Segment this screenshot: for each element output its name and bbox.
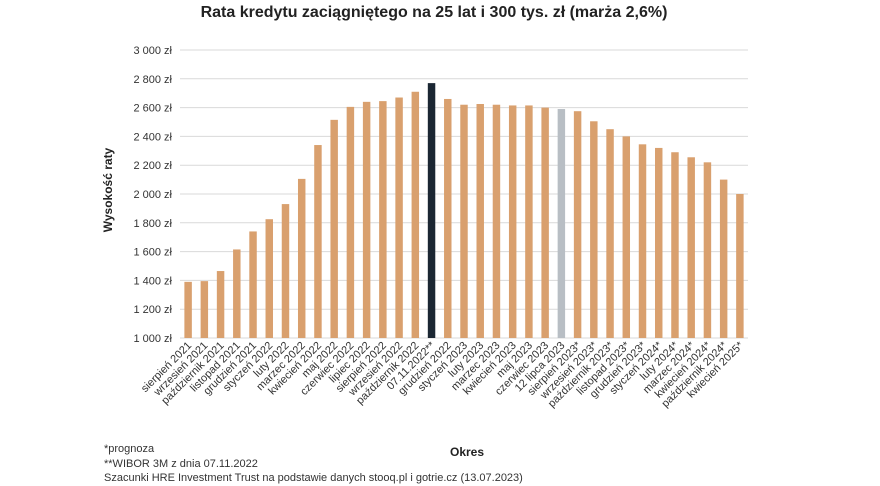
- bar: [671, 152, 679, 338]
- bar: [606, 129, 614, 338]
- y-tick-label: 2 000 zł: [133, 189, 172, 201]
- bar: [655, 147, 663, 338]
- bar: [687, 157, 695, 338]
- bar: [703, 162, 712, 338]
- y-tick-label: 1 000 zł: [133, 333, 172, 345]
- y-tick-label: 1 800 zł: [133, 218, 172, 230]
- bar: [314, 145, 322, 338]
- bar: [281, 204, 290, 338]
- bar: [460, 104, 468, 338]
- bar: [719, 179, 728, 338]
- y-tick-label: 2 600 zł: [133, 103, 172, 115]
- y-tick-label: 3 000 zł: [133, 45, 172, 57]
- bar: [541, 107, 549, 338]
- bar: [330, 119, 338, 338]
- bar: [573, 111, 582, 338]
- bar: [362, 101, 371, 338]
- bar: [622, 136, 631, 338]
- bar: [249, 231, 257, 338]
- y-axis-ticks: 1 000 zł 1 200 zł 1 400 zł 1 600 zł 1 800 zł…: [133, 45, 172, 345]
- y-tick-label: 1 200 zł: [133, 304, 172, 316]
- bar: [476, 104, 484, 338]
- y-tick-label: 1 600 zł: [133, 247, 172, 259]
- x-axis-label: Okres: [450, 445, 484, 459]
- bar: [216, 271, 225, 338]
- footnotes: *prognoza **WIBOR 3M z dnia 07.11.2022 S…: [104, 442, 523, 486]
- bar: [557, 109, 566, 338]
- bar: [508, 105, 517, 338]
- y-tick-label: 1 400 zł: [133, 275, 172, 287]
- bar: [736, 194, 744, 338]
- bar: [525, 105, 533, 338]
- bar: [444, 98, 452, 339]
- bars: [184, 83, 744, 339]
- bar: [297, 178, 306, 338]
- bar: [395, 97, 403, 339]
- footnote-wibor: **WIBOR 3M z dnia 07.11.2022: [104, 457, 258, 470]
- bar: [411, 91, 420, 338]
- bar: [184, 281, 192, 338]
- bar: [346, 106, 355, 338]
- footnote-forecast: *prognoza: [104, 443, 155, 455]
- bar: [265, 219, 273, 338]
- y-axis-label: Wysokość raty: [101, 147, 115, 232]
- bar: [492, 104, 501, 338]
- bar: [200, 281, 209, 338]
- bar: [638, 144, 647, 338]
- bar: [379, 101, 387, 339]
- bar: [233, 249, 241, 338]
- bar: [427, 83, 436, 339]
- bar: [590, 121, 598, 338]
- footnote-source: Szacunki HRE Investment Trust na podstaw…: [104, 472, 523, 484]
- y-tick-label: 2 800 zł: [133, 74, 172, 86]
- chart-title: Rata kredytu zaciągniętego na 25 lat i 3…: [201, 4, 668, 21]
- y-tick-label: 2 200 zł: [133, 160, 172, 172]
- y-tick-label: 2 400 zł: [133, 131, 172, 143]
